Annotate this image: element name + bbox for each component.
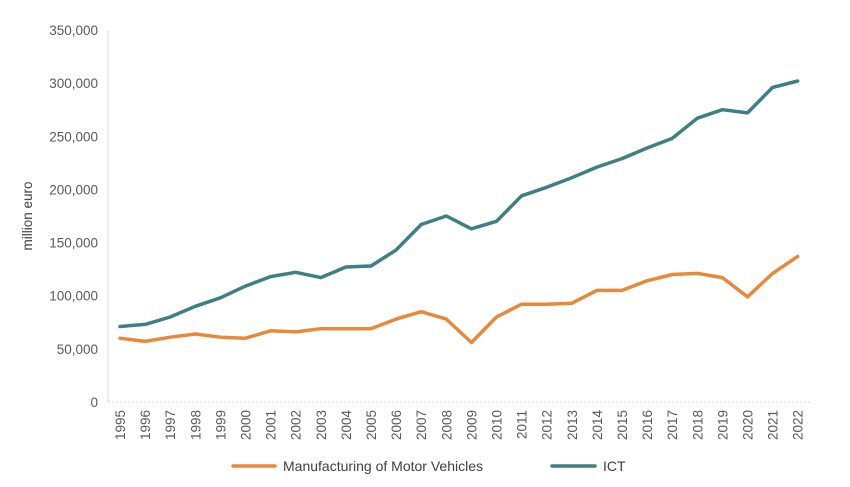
y-tick-label: 150,000 [49,236,98,251]
y-tick-label: 350,000 [49,23,98,38]
legend-label: ICT [603,458,626,474]
x-tick-label: 2010 [490,410,505,440]
y-tick-label: 50,000 [57,342,98,357]
y-tick-label: 200,000 [49,182,98,197]
x-tick-label: 2009 [464,410,479,440]
x-tick-label: 2018 [690,410,705,440]
series-line-motor-vehicles [118,254,800,345]
y-tick-label: 300,000 [49,76,98,91]
series-layer [118,79,800,345]
x-tick-label: 1999 [213,410,228,440]
x-tick-label: 2007 [414,410,429,440]
x-tick-label: 2008 [439,410,454,440]
x-tick-labels: 1995 1996 1997 1998 1999 2000 2001 2002 2003 2004… [113,410,806,441]
x-tick-label: 1995 [113,410,128,440]
x-tick-label: 2014 [590,410,605,441]
x-tick-label: 2016 [640,410,655,440]
legend: Manufacturing of Motor Vehicles ICT [231,458,626,474]
legend-item: Manufacturing of Motor Vehicles [231,458,483,474]
x-tick-label: 2020 [741,410,756,440]
y-tick-label: 250,000 [49,129,98,144]
x-tick-label: 2019 [715,410,730,440]
x-tick-label: 2012 [540,410,555,440]
series-line-ict [118,79,800,329]
x-tick-label: 2005 [364,410,379,440]
y-tick-label: 100,000 [49,289,98,304]
x-tick-label: 1998 [188,410,203,440]
y-tick-label: 0 [90,395,98,410]
y-axis-label: million euro [20,181,35,250]
x-tick-label: 1997 [163,410,178,440]
x-tick-label: 2013 [565,410,580,440]
legend-item: ICT [550,458,626,474]
x-tick-label: 2004 [339,410,354,441]
x-tick-label: 2006 [389,410,404,440]
x-tick-label: 2001 [264,410,279,440]
y-tick-labels: 0 50,000 100,000 150,000 200,000 250,000 300,0… [49,23,98,410]
x-tick-label: 2017 [665,410,680,440]
legend-label: Manufacturing of Motor Vehicles [283,458,483,474]
x-tick-label: 2022 [791,410,806,440]
x-tick-label: 2003 [314,410,329,440]
x-tick-label: 2002 [289,410,304,440]
x-tick-label: 2015 [615,410,630,440]
x-tick-label: 2021 [766,410,781,440]
x-tick-label: 2000 [239,410,254,440]
x-tick-label: 1996 [138,410,153,440]
x-tick-label: 2011 [515,410,530,439]
